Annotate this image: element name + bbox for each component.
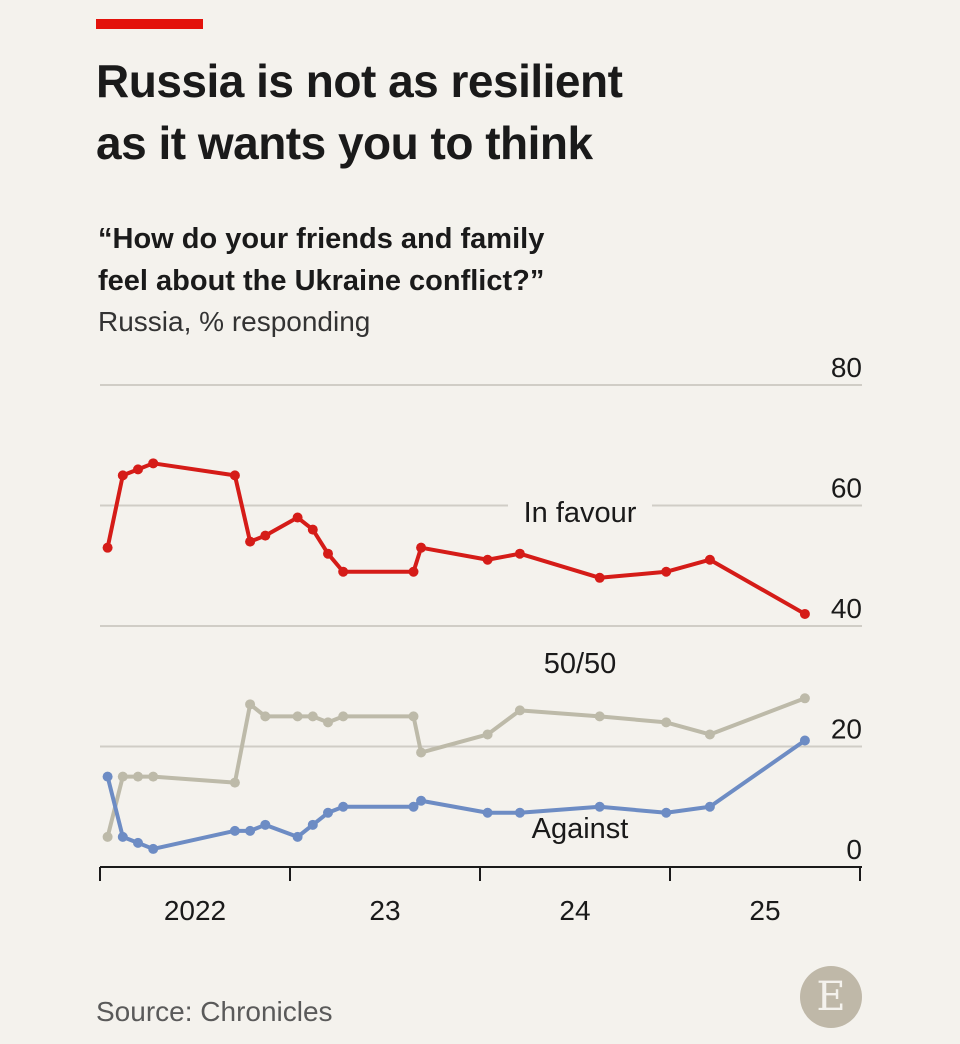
unit-note: Russia, % responding — [98, 306, 371, 337]
data-point-fifty-fifty — [260, 711, 271, 722]
chart-title: Russia is not as resilient as it wants y… — [96, 50, 896, 174]
data-point-in-favour — [594, 572, 605, 583]
data-point-fifty-fifty — [514, 705, 525, 716]
x-tick-label: 24 — [559, 895, 590, 926]
data-point-in-favour — [482, 554, 493, 565]
x-tick-label: 25 — [749, 895, 780, 926]
data-point-against — [482, 807, 493, 818]
data-point-in-favour — [260, 530, 271, 541]
line-chart: 0 20 40 60 80 2022 23 24 25 In favour 50/50 Against — [99, 352, 862, 926]
data-point-against — [338, 801, 349, 812]
data-point-in-favour — [408, 566, 419, 577]
data-point-in-favour — [514, 548, 525, 559]
data-point-fifty-fifty — [292, 711, 303, 722]
data-point-fifty-fifty — [307, 711, 318, 722]
chart-subtitle: “How do your friends and family feel abo… — [98, 218, 798, 302]
data-point-against — [148, 843, 159, 854]
x-tick-label: 2022 — [164, 895, 226, 926]
series-label-backdrop — [508, 492, 652, 532]
data-point-against — [117, 831, 128, 842]
data-point-in-favour — [292, 512, 303, 523]
data-point-against — [416, 795, 427, 806]
data-point-in-favour — [661, 566, 672, 577]
data-point-against — [799, 735, 810, 746]
series-line-against — [105, 738, 807, 851]
data-point-in-favour — [323, 548, 333, 559]
data-point-against — [102, 771, 113, 782]
data-point-against — [292, 831, 303, 842]
data-point-in-favour — [148, 458, 159, 469]
y-tick-label: 40 — [831, 593, 862, 624]
data-point-in-favour — [799, 608, 810, 619]
economist-logo: E — [800, 966, 862, 1028]
data-point-against — [704, 801, 715, 812]
data-point-fifty-fifty — [148, 771, 159, 782]
data-point-fifty-fifty — [408, 711, 419, 722]
data-point-in-favour — [704, 554, 715, 565]
data-point-fifty-fifty — [338, 711, 349, 722]
data-point-against — [229, 825, 240, 836]
data-point-against — [661, 807, 672, 818]
data-point-fifty-fifty — [416, 747, 427, 758]
data-point-fifty-fifty — [482, 729, 493, 740]
data-point-in-favour — [117, 470, 128, 481]
data-point-fifty-fifty — [117, 771, 128, 782]
data-point-in-favour — [338, 566, 349, 577]
subtitle-line-2: feel about the Ukraine conflict?” — [98, 265, 545, 297]
data-point-against — [307, 819, 318, 830]
data-point-in-favour — [307, 524, 318, 535]
data-point-fifty-fifty — [704, 729, 715, 740]
series-label-fifty-fifty: 50/50 — [544, 648, 617, 680]
data-point-fifty-fifty — [799, 693, 810, 704]
data-point-fifty-fifty — [661, 717, 672, 728]
data-point-against — [323, 807, 333, 818]
accent-bar — [96, 19, 203, 29]
series-line-fifty-fifty — [105, 696, 807, 839]
data-point-against — [260, 819, 271, 830]
data-point-against — [133, 837, 143, 848]
data-point-in-favour — [416, 542, 427, 553]
data-point-against — [408, 801, 419, 812]
data-point-fifty-fifty — [245, 699, 256, 710]
data-point-in-favour — [229, 470, 240, 481]
title-line-2: as it wants you to think — [96, 117, 593, 169]
data-point-fifty-fifty — [229, 777, 240, 788]
data-point-fifty-fifty — [594, 711, 605, 722]
series-line-in-favour — [105, 461, 807, 616]
data-point-in-favour — [133, 464, 143, 475]
x-tick-label: 23 — [369, 895, 400, 926]
source-note: Source: Chronicles — [96, 996, 333, 1027]
subtitle-line-1: “How do your friends and family — [98, 223, 545, 255]
y-tick-label: 20 — [831, 714, 862, 745]
data-point-fifty-fifty — [323, 717, 333, 728]
data-point-fifty-fifty — [133, 771, 143, 782]
title-line-1: Russia is not as resilient — [96, 55, 623, 107]
data-point-against — [514, 807, 525, 818]
series-label-in-favour: In favour — [524, 497, 637, 529]
y-tick-label: 60 — [831, 473, 862, 504]
data-point-in-favour — [102, 542, 113, 553]
data-point-fifty-fifty — [102, 831, 113, 842]
data-point-against — [594, 801, 605, 812]
y-tick-label: 0 — [846, 834, 862, 865]
data-point-against — [245, 825, 256, 836]
data-point-in-favour — [245, 536, 256, 547]
series-label-against: Against — [532, 813, 629, 845]
y-tick-label: 80 — [831, 352, 862, 383]
